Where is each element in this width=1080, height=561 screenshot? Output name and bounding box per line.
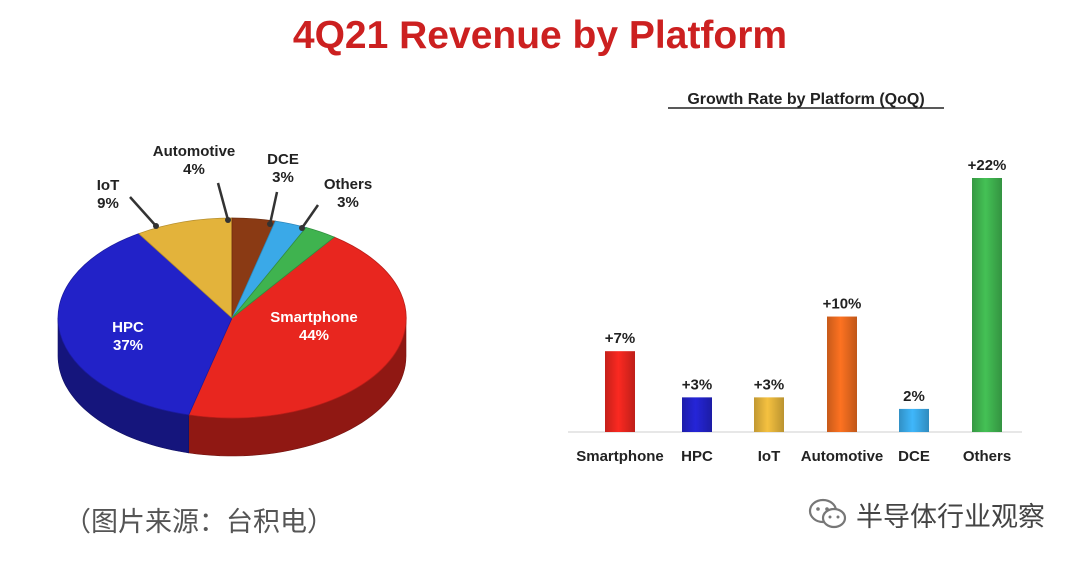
pie-label-others: Others — [324, 176, 372, 193]
bar-value-iot: +3% — [754, 376, 784, 393]
bar-hpc — [682, 397, 712, 432]
pie-leader-dot-iot — [153, 223, 159, 229]
pie-value-iot: 9% — [97, 195, 119, 212]
bar-category-iot: IoT — [758, 448, 781, 465]
pie-leader-dot-dce — [267, 221, 273, 227]
bar-smartphone — [605, 351, 635, 432]
pie-label-hpc: HPC — [112, 319, 144, 336]
pie-value-automotive: 4% — [183, 161, 205, 178]
pie-label-automotive: Automotive — [153, 143, 236, 160]
bar-value-dce: 2% — [903, 388, 925, 405]
pie-value-smartphone: 44% — [299, 327, 329, 344]
bar-iot — [754, 397, 784, 432]
bar-value-automotive: +10% — [823, 296, 862, 313]
pie-leader-dot-others — [299, 225, 305, 231]
pie-value-others: 3% — [337, 194, 359, 211]
pie-slice-others — [231, 227, 336, 319]
bar-category-automotive: Automotive — [801, 448, 884, 465]
pie-leader-automotive — [216, 182, 230, 221]
pie-value-dce: 3% — [272, 169, 294, 186]
pie-value-hpc: 37% — [113, 337, 143, 354]
pie-leader-iot — [129, 196, 157, 227]
growth-bar-chart: Growth Rate by Platform (QoQ) +7% Smartpho… — [568, 91, 1022, 465]
watermark: 半导体行业观察 — [808, 492, 1045, 536]
bar-value-smartphone: +7% — [605, 330, 635, 347]
pie-label-dce: DCE — [267, 151, 299, 168]
watermark-text: 半导体行业观察 — [856, 501, 1045, 533]
pie-label-smartphone: Smartphone — [270, 309, 358, 326]
bar-category-others: Others — [963, 448, 1011, 465]
bar-value-hpc: +3% — [682, 376, 712, 393]
pie-leader-others — [300, 204, 320, 229]
bar-others — [972, 178, 1002, 432]
pie-leader-dot-automotive — [225, 217, 231, 223]
wechat-icon — [808, 498, 847, 529]
pie-label-iot: IoT — [97, 177, 120, 194]
bar-category-dce: DCE — [898, 448, 930, 465]
bar-category-hpc: HPC — [681, 448, 713, 465]
bar-dce — [899, 408, 929, 432]
bar-automotive — [827, 316, 857, 432]
bar-chart-title: Growth Rate by Platform (QoQ) — [687, 91, 924, 108]
bar-category-smartphone: Smartphone — [576, 448, 664, 465]
pie-slice-smartphone — [188, 236, 407, 419]
source-caption: （图片来源：台积电） — [64, 507, 334, 538]
page-title: 4Q21 Revenue by Platform — [292, 14, 788, 57]
revenue-pie-chart: Smartphone44%HPC37%IoT9%Automotive4%DCE3… — [57, 143, 407, 457]
pie-leader-dce — [268, 191, 279, 225]
bar-value-others: +22% — [968, 157, 1007, 174]
